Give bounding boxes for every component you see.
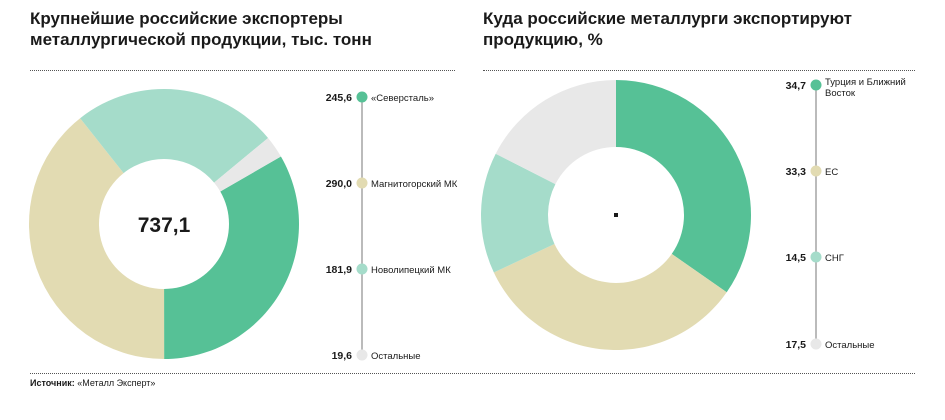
legend-label-1-1: ЕС <box>825 167 838 178</box>
donut-center-dot <box>614 213 618 217</box>
donut-slice-1-2 <box>481 153 556 273</box>
donut-slice-0-0 <box>164 156 299 359</box>
legend-marker-0-3 <box>356 349 368 361</box>
legend-value-1-3: 17,5 <box>786 339 807 351</box>
left-title-divider <box>30 70 455 71</box>
legend-marker-0-1 <box>356 177 368 189</box>
legend-label-0-0: «Северсталь» <box>371 93 434 104</box>
left-chart-title: Крупнейшие российские экспортеры металлу… <box>30 8 372 50</box>
legend-marker-1-1 <box>810 165 822 177</box>
donut-slice-0-1 <box>28 118 165 359</box>
donut-slice-0-2 <box>80 88 269 183</box>
legend-marker-1-3 <box>810 338 822 350</box>
legend-value-0-0: 245,6 <box>326 92 352 104</box>
right-chart-title-line-1: Куда российские металлурги экспортируют <box>483 9 852 28</box>
right-title-divider <box>483 70 915 71</box>
right-donut-chart <box>481 80 751 350</box>
left-donut-chart: 737,1 <box>28 88 299 359</box>
legend-marker-0-0 <box>356 91 368 103</box>
legend-label-0-2: Новолипецкий МК <box>371 265 451 276</box>
right-chart-title: Куда российские металлурги экспортируют … <box>483 8 852 50</box>
right-legend: 34,7 Турция и Ближний Восток 33,3 ЕС 14,5 СНГ 1… <box>786 77 906 351</box>
left-chart-title-line-2: металлургической продукции, тыс. тонн <box>30 30 372 49</box>
donut-center-total: 737,1 <box>138 214 191 237</box>
left-legend: 245,6 «Северсталь» 290,0 Магнитогорский МК 1… <box>326 91 458 362</box>
donut-slice-1-1 <box>493 243 727 350</box>
legend-value-1-0: 34,7 <box>786 80 807 92</box>
legend-label-1-2: СНГ <box>825 253 844 264</box>
source-divider <box>30 373 915 374</box>
legend-label-1-0: Турция и Ближний Восток <box>825 77 906 99</box>
legend-marker-1-2 <box>810 251 822 263</box>
source-text: «Металл Эксперт» <box>77 378 156 388</box>
legend-label-0-1: Магнитогорский МК <box>371 179 458 190</box>
source-label: Источник: <box>30 378 75 388</box>
right-chart-title-line-2: продукцию, % <box>483 30 603 49</box>
legend-value-0-3: 19,6 <box>332 350 353 362</box>
donut-slice-1-3 <box>495 80 616 185</box>
legend-value-1-1: 33,3 <box>786 166 807 178</box>
donut-slice-1-0 <box>616 80 751 293</box>
legend-label-0-3: Остальные <box>371 351 421 362</box>
legend-value-0-1: 290,0 <box>326 178 352 190</box>
legend-value-1-2: 14,5 <box>786 252 807 264</box>
left-chart-title-line-1: Крупнейшие российские экспортеры <box>30 9 343 28</box>
legend-marker-0-2 <box>356 263 368 275</box>
donut-slice-0-3 <box>214 137 281 192</box>
legend-label-1-3: Остальные <box>825 340 875 351</box>
legend-value-0-2: 181,9 <box>326 264 352 276</box>
legend-marker-1-0 <box>810 79 822 91</box>
source-note: Источник: «Металл Эксперт» <box>30 378 155 388</box>
